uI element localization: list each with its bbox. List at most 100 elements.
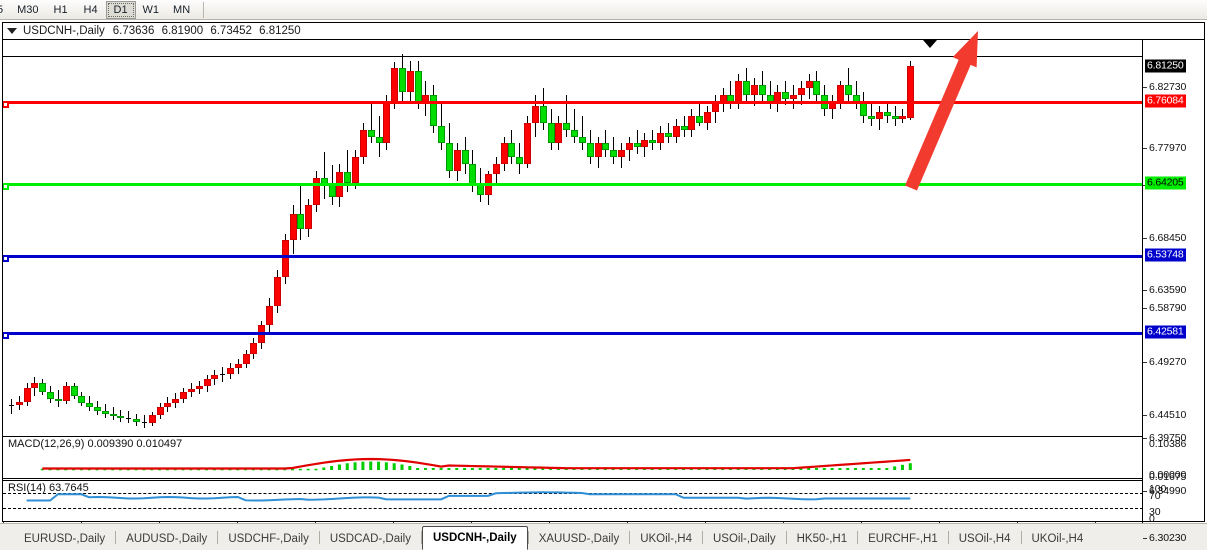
candle-body — [156, 406, 164, 416]
symbol-tab-usdcad--daily[interactable]: USDCAD-,Daily — [329, 533, 411, 545]
timeframe-button-d1[interactable]: D1 — [105, 1, 136, 19]
candle-body — [281, 239, 289, 278]
candle-body — [782, 91, 790, 99]
candle-body — [664, 133, 672, 137]
symbol-tab-ukoil--h4[interactable]: UKOil-,H4 — [1031, 533, 1084, 545]
candle-doji — [220, 373, 226, 375]
symbol-tab-usdchf--daily[interactable]: USDCHF-,Daily — [228, 533, 309, 545]
price-tick-label: 6.58790 — [1149, 302, 1187, 314]
symbol-tab-hk50--h1[interactable]: HK50-,H1 — [796, 533, 848, 545]
symbol-tab-audusd--daily[interactable]: AUDUSD-,Daily — [126, 533, 208, 545]
ohlc-open: 6.73636 — [112, 25, 155, 37]
symbol-tab-xauusd--daily[interactable]: XAUUSD-,Daily — [538, 533, 620, 545]
timeframe-button-h1[interactable]: H1 — [53, 4, 68, 16]
candle-body — [211, 375, 219, 380]
candle-body — [367, 129, 375, 137]
candlestick — [688, 40, 696, 434]
chart-menu-triangle-icon[interactable] — [7, 28, 17, 34]
price-tick-label: 6.68450 — [1149, 232, 1187, 244]
candlestick — [453, 40, 461, 434]
candle-body — [133, 419, 141, 422]
level-price-label[interactable]: 6.42581 — [1145, 325, 1186, 339]
candle-body — [696, 115, 704, 123]
symbol-tab-ukoil--h4[interactable]: UKOil-,H4 — [640, 533, 692, 545]
rsi-panel[interactable]: RSI(14) 63.7645 — [3, 480, 1143, 520]
candlestick — [172, 40, 180, 434]
price-level-line[interactable] — [3, 332, 1143, 340]
candle-wick — [683, 115, 685, 137]
candlestick — [578, 40, 586, 434]
candle-wick — [370, 102, 372, 144]
candle-body — [305, 205, 313, 229]
timeframe-button-w1[interactable]: W1 — [142, 4, 160, 16]
candlestick — [703, 40, 711, 434]
price-level-line[interactable] — [3, 183, 1143, 191]
timeframe-button-h4[interactable]: H4 — [83, 4, 98, 16]
candle-body — [469, 164, 477, 185]
symbol-tab-usoil--daily[interactable]: USOil-,Daily — [712, 533, 776, 545]
price-level-line[interactable] — [3, 101, 1143, 109]
candlestick — [766, 40, 774, 434]
timeframe-button-m30[interactable]: M30 — [17, 4, 39, 16]
candle-body — [414, 71, 422, 103]
candlestick — [78, 40, 86, 434]
candlestick — [328, 40, 336, 434]
candle-wick — [574, 108, 576, 144]
candle-body — [195, 386, 203, 389]
candlestick — [477, 40, 485, 434]
level-handle-left[interactable] — [3, 183, 9, 191]
timeframe-button-mn[interactable]: MN — [173, 4, 191, 16]
symbol-tab-eurchf--h1[interactable]: EURCHF-,H1 — [868, 533, 938, 545]
candlestick — [70, 40, 78, 434]
candlestick — [438, 40, 446, 434]
candle-body — [203, 379, 211, 387]
timeframe-button-5[interactable]: 5 — [0, 4, 4, 16]
candle-wick — [699, 102, 701, 127]
price-level-line[interactable] — [3, 255, 1143, 263]
level-handle-left[interactable] — [3, 101, 9, 109]
symbol-tab-usdcnh--daily[interactable]: USDCNH-,Daily — [421, 526, 528, 550]
level-price-label[interactable]: 6.76084 — [1145, 94, 1186, 108]
chart-ohlc-values: 6.73636 6.81900 6.73452 6.81250 — [113, 25, 305, 37]
candlestick — [782, 40, 790, 434]
candle-wick — [104, 404, 106, 418]
candlestick — [790, 40, 797, 434]
candlestick — [359, 40, 367, 434]
symbol-tab-eurusd--daily[interactable]: EURUSD-,Daily — [24, 533, 106, 545]
candlestick — [844, 40, 852, 434]
price-scale[interactable]: 6.827306.779706.732106.684506.635906.587… — [1142, 40, 1204, 544]
candlestick — [187, 40, 195, 434]
candlestick — [547, 40, 555, 434]
macd-panel[interactable]: MACD(12,26,9) 0.009390 0.010497 — [3, 436, 1143, 479]
level-price-label[interactable]: 6.64205 — [1145, 176, 1186, 190]
candlestick — [774, 40, 782, 434]
candlestick — [54, 40, 62, 434]
candle-body — [813, 81, 821, 96]
candlestick — [211, 40, 219, 434]
candle-body — [453, 150, 461, 171]
candle-body — [703, 112, 711, 123]
candle-body — [844, 84, 852, 96]
tab-divider — [217, 530, 219, 544]
price-level-line[interactable] — [3, 55, 1143, 57]
level-price-label[interactable]: 6.53748 — [1145, 248, 1186, 262]
rsi-scale-100: 100 — [1149, 483, 1167, 495]
candle-wick — [441, 102, 443, 151]
candlestick — [336, 40, 344, 434]
level-handle-left[interactable] — [3, 255, 9, 263]
candle-body — [47, 391, 55, 399]
price-tick-label: 6.39750 — [1149, 432, 1187, 444]
candle-body — [352, 157, 360, 184]
rsi-label: RSI(14) 63.7645 — [8, 482, 89, 494]
candlestick — [367, 40, 375, 434]
symbol-tab-usoil--h4[interactable]: USOil-,H4 — [958, 533, 1011, 545]
candle-body — [430, 95, 438, 127]
chart-frame: USDCNH-,Daily 6.73636 6.81900 6.73452 6.… — [2, 22, 1205, 546]
tab-divider — [527, 530, 529, 544]
level-handle-left[interactable] — [3, 332, 9, 340]
price-panel[interactable] — [3, 40, 1143, 434]
candle-wick — [347, 150, 349, 192]
candle-wick — [769, 81, 771, 109]
price-tick-label: 6.77970 — [1149, 142, 1187, 154]
